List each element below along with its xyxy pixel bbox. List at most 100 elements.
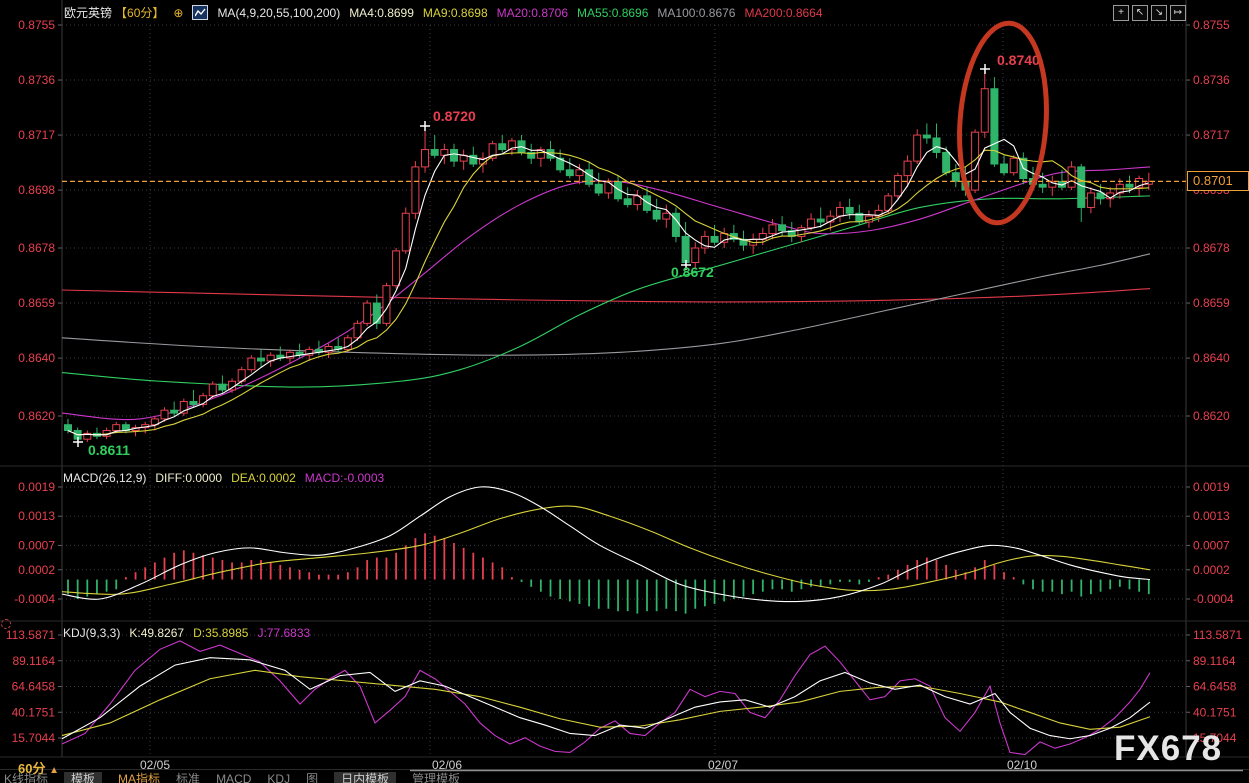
pan-icon[interactable]: +: [1113, 5, 1129, 21]
price-axis-label: 0.0019: [1193, 480, 1230, 494]
price-axis-label: 0.8717: [1193, 128, 1230, 142]
ma4-value: MA4:0.8699: [349, 5, 414, 20]
bottom-tab[interactable]: 日内模板: [334, 772, 397, 783]
price-axis-label: 0.8659: [18, 296, 55, 310]
price-axis-label: 0.8755: [18, 18, 55, 32]
ma-settings-label: MA(4,9,20,55,100,200): [217, 5, 341, 20]
price-axis-label: 0.0007: [1193, 538, 1230, 552]
macd-diff-value: DIFF:0.0000: [155, 471, 223, 485]
bottom-tab[interactable]: MACD: [216, 772, 252, 783]
add-indicator-icon[interactable]: ⊕: [173, 5, 184, 20]
price-axis-label: -0.0004: [14, 592, 55, 606]
price-axis-label: 113.5871: [1193, 628, 1242, 642]
diff-line: [61, 486, 1151, 603]
kdj-k-value: K:49.8267: [129, 626, 185, 640]
timeframe-arrow-icon: ▲: [49, 765, 59, 776]
bottom-tab[interactable]: 模板: [64, 772, 103, 783]
price-axis-label: 89.1164: [13, 654, 56, 668]
timeframe-selector[interactable]: 60分 ▲: [18, 758, 59, 777]
ma200-value: MA200:0.8664: [744, 5, 823, 20]
x-axis-label: 02/10: [1007, 758, 1037, 772]
price-axis-label: 0.0019: [18, 480, 55, 494]
x-axis-label: 02/06: [432, 758, 462, 772]
chart-type-icon[interactable]: [192, 5, 209, 20]
chart-toolbar: + ↖ ↘ ↦: [1113, 5, 1186, 21]
extreme-price-label: 0.8720: [433, 108, 476, 124]
bottom-tab[interactable]: MA指标: [118, 772, 161, 783]
price-axis-label: 0.0013: [18, 509, 55, 523]
bottom-tab[interactable]: K线指标: [4, 772, 49, 783]
price-axis-label: 0.8640: [1193, 351, 1230, 365]
period-label[interactable]: 【60分】: [115, 6, 165, 20]
price-axis-label: 0.0002: [18, 563, 55, 577]
price-axis-label: 40.1751: [1193, 705, 1237, 719]
price-axis-label: 0.8698: [18, 183, 55, 197]
price-axis-label: 0.8678: [18, 241, 55, 255]
x-axis-label: 02/05: [140, 758, 170, 772]
kdj-header: KDJ(9,3,3) K:49.8267 D:35.8985 J:77.6833: [63, 626, 310, 640]
price-axis-label: 0.0013: [1193, 509, 1230, 523]
ma55-value: MA55:0.8696: [577, 5, 649, 20]
price-axis-label: 0.8755: [1193, 18, 1230, 32]
x-axis-label: 02/07: [708, 758, 738, 772]
ma9-value: MA9:0.8698: [422, 5, 488, 20]
current-price-value: 0.8701: [1193, 173, 1233, 188]
highlight-ellipse-annotation: [957, 20, 1049, 226]
kdj-j-line: [61, 640, 1151, 756]
dea-line: [61, 505, 1151, 595]
watermark: FX678: [1114, 729, 1223, 768]
symbol-title: 欧元英镑: [64, 6, 113, 20]
panel-marker-icon: [1, 619, 11, 629]
kdj-title[interactable]: KDJ(9,3,3): [63, 626, 121, 640]
main-chart-header: 欧元英镑 【60分】 ⊕ MA(4,9,20,55,100,200) MA4:0…: [64, 4, 823, 21]
bottom-tab[interactable]: 标准: [176, 772, 201, 783]
price-axis-label: 0.8736: [18, 73, 55, 87]
macd-value: MACD:-0.0003: [304, 471, 385, 485]
price-axis-label: 0.0007: [18, 538, 55, 552]
price-axis-label: -0.0004: [1193, 592, 1234, 606]
price-axis-label: 89.1164: [1193, 654, 1236, 668]
macd-header: MACD(26,12,9) DIFF:0.0000 DEA:0.0002 MAC…: [63, 471, 384, 485]
ma200-line: [61, 288, 1151, 303]
bottom-tab-bar: K线指标 模板 MA指标 标准 MACD KDJ 图 日内模板 管理模板: [4, 772, 460, 783]
zoom-axis-icon[interactable]: ↘: [1151, 5, 1167, 21]
price-axis-label: 64.6458: [1193, 679, 1237, 693]
kdj-k-line: [61, 657, 1151, 740]
price-axis-label: 0.8659: [1193, 296, 1230, 310]
extreme-price-label: 0.8611: [88, 442, 130, 458]
price-axis-label: 0.8717: [18, 128, 55, 142]
ma4-line: [67, 138, 1149, 436]
extreme-price-label: 0.8740: [997, 52, 1040, 68]
bottom-tab[interactable]: 图: [306, 772, 319, 783]
price-axis-label: 0.8736: [1193, 73, 1230, 87]
price-axis-label: 0.8620: [1193, 409, 1230, 423]
shift-right-icon[interactable]: ↦: [1170, 5, 1186, 21]
ma20-line: [61, 166, 1151, 421]
price-axis-label: 15.7044: [12, 731, 56, 745]
price-axis-label: 40.1751: [12, 705, 56, 719]
price-axis-label: 0.0002: [1193, 563, 1230, 577]
kdj-j-value: J:77.6833: [257, 626, 311, 640]
ma9-line: [67, 149, 1149, 436]
timeframe-label: 60分: [18, 761, 46, 776]
current-price-badge: 0.8701: [1187, 171, 1249, 191]
zoom-corner-icon[interactable]: ↖: [1132, 5, 1148, 21]
bottom-tab[interactable]: 管理模板: [412, 772, 461, 783]
ma100-value: MA100:0.8676: [657, 5, 736, 20]
price-axis-label: 0.8640: [18, 351, 55, 365]
macd-dea-value: DEA:0.0002: [231, 471, 296, 485]
ma100-line: [61, 253, 1151, 356]
kdj-d-line: [61, 669, 1151, 737]
bottom-tab[interactable]: KDJ: [267, 772, 291, 783]
extreme-price-label: 0.8672: [671, 264, 714, 280]
price-axis-label: 15.7044: [1193, 731, 1237, 745]
price-axis-label: 64.6458: [12, 679, 56, 693]
price-axis-label: 0.8620: [18, 409, 55, 423]
price-axis-label: 0.8678: [1193, 241, 1230, 255]
kdj-d-value: D:35.8985: [193, 626, 249, 640]
ma20-value: MA20:0.8706: [496, 5, 569, 20]
price-axis-label: 113.5871: [6, 628, 55, 642]
macd-title[interactable]: MACD(26,12,9): [63, 471, 147, 485]
